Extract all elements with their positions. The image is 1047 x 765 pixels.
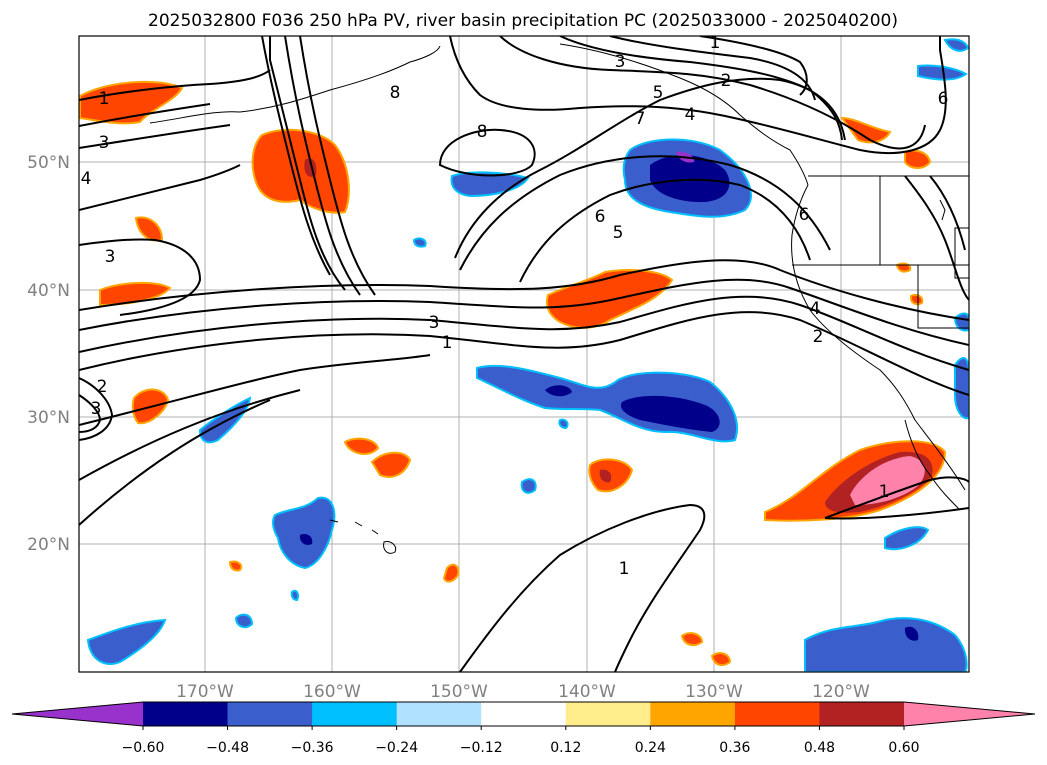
precip-positive-region — [904, 149, 932, 169]
colorbar-tick-label: 0.12 — [550, 740, 581, 756]
contour-label: 3 — [99, 133, 110, 153]
contour-label: 1 — [710, 33, 721, 53]
contour-label: 5 — [613, 223, 624, 243]
contour-label: 6 — [595, 207, 606, 227]
lon-label: 150°W — [430, 682, 488, 702]
colorbar-tick-label: 0.24 — [635, 740, 666, 756]
contour-label: 2 — [721, 71, 732, 91]
colorbar-segment — [481, 702, 567, 726]
contour-label: 8 — [477, 122, 488, 142]
colorbar-segment — [312, 702, 398, 726]
colorbar-segment — [227, 702, 313, 726]
colorbar-segment — [650, 702, 736, 726]
colorbar-segment — [565, 702, 651, 726]
lon-label: 140°W — [558, 682, 616, 702]
contour-label: 8 — [390, 83, 401, 103]
precip-positive-region — [134, 216, 164, 242]
map-panel: 1 2 3 5 7 8 6 8 4 1 3 3 2 3 4 3 6 5 4 2 … — [79, 33, 969, 672]
contour-label: 3 — [429, 313, 440, 333]
pv-contours — [79, 36, 969, 672]
colorbar-tick-label: −0.12 — [460, 740, 503, 756]
colorbar-tick-label: 0.36 — [719, 740, 750, 756]
contour-label: 4 — [81, 169, 92, 189]
lat-label: 40°N — [27, 281, 70, 301]
precip-positive-region — [680, 632, 704, 647]
colorbar-segment — [819, 702, 905, 726]
precip-positive-region — [710, 652, 732, 667]
precip-negative-core — [904, 626, 919, 641]
precip-positive-region — [251, 128, 350, 214]
precip-negative-core — [545, 385, 572, 397]
precip-negative-region — [520, 478, 537, 494]
precip-negative-region — [290, 589, 300, 602]
colorbar-segment — [143, 702, 229, 726]
lat-label: 20°N — [27, 535, 70, 555]
colorbar-tick-label: 0.60 — [888, 740, 919, 756]
longitude-labels: 170°W 160°W 150°W 140°W 130°W 120°W — [176, 682, 870, 702]
lat-label: 30°N — [27, 408, 70, 428]
contour-labels: 1 2 3 5 7 8 6 8 4 1 3 3 2 3 4 3 6 5 4 2 … — [81, 33, 949, 579]
contour-label: 6 — [938, 89, 949, 109]
precip-negative-region — [412, 237, 427, 248]
precip-negative-region — [272, 496, 336, 570]
precip-negative-region — [884, 526, 930, 550]
precip-negative-region — [954, 357, 969, 420]
precip-negative-region — [917, 64, 968, 81]
colorbar-segment — [396, 702, 482, 726]
contour-label: 6 — [799, 205, 810, 225]
contour-label: 1 — [879, 482, 890, 502]
colorbar-tick-label: −0.48 — [206, 740, 249, 756]
contour-label: 1 — [442, 333, 453, 353]
precip-positive-region — [442, 563, 460, 583]
contour-label: 2 — [813, 327, 824, 347]
precip-negative-region — [234, 613, 254, 629]
precip-positive-region — [228, 560, 243, 572]
precip-positive-region — [343, 437, 380, 455]
colorbar-tick-label: −0.24 — [375, 740, 418, 756]
precip-negative-region — [86, 618, 167, 665]
precip-positive-region — [370, 451, 412, 478]
precip-negative-region — [943, 38, 969, 52]
lon-label: 160°W — [303, 682, 361, 702]
contour-label: 1 — [99, 89, 110, 109]
contour-label: 7 — [635, 109, 646, 129]
colorbar-tick-label: −0.60 — [122, 740, 165, 756]
precip-positive-region — [840, 116, 892, 144]
precip-negative-region — [558, 418, 569, 430]
precip-shading — [79, 38, 969, 672]
contour-label: 2 — [97, 377, 108, 397]
colorbar-extend-high — [904, 702, 1035, 726]
colorbar-tick-label: −0.36 — [291, 740, 334, 756]
precip-positive-region — [909, 293, 924, 306]
precip-positive-peak — [850, 456, 925, 505]
lon-label: 130°W — [685, 682, 743, 702]
colorbar-extend-low — [12, 702, 143, 726]
contour-label: 3 — [91, 399, 102, 419]
figure-title: 2025032800 F036 250 hPa PV, river basin … — [148, 11, 898, 31]
coastlines — [149, 43, 969, 554]
precip-negative-region — [804, 617, 968, 672]
precip-negative-core — [620, 395, 720, 432]
colorbar: −0.60 −0.48 −0.36 −0.24 −0.12 0.12 0.24 0.36 0.4… — [11, 701, 1036, 756]
map-frame — [78, 35, 970, 673]
contour-label: 4 — [685, 105, 696, 125]
colorbar-tick-label: 0.48 — [804, 740, 835, 756]
contour-label: 1 — [619, 559, 630, 579]
colorbar-segment — [734, 702, 820, 726]
precip-positive-core — [599, 469, 612, 483]
lon-label: 120°W — [812, 682, 870, 702]
lat-label: 50°N — [27, 153, 70, 173]
contour-label: 4 — [810, 299, 821, 319]
contour-label: 3 — [615, 52, 626, 72]
precip-positive-region — [895, 262, 912, 273]
lon-label: 170°W — [176, 682, 234, 702]
precip-negative-core — [299, 534, 313, 545]
contour-label: 3 — [105, 247, 116, 267]
precip-negative-core — [650, 154, 730, 203]
contour-label: 5 — [653, 83, 664, 103]
latitude-labels: 50°N 40°N 30°N 20°N — [27, 153, 70, 555]
